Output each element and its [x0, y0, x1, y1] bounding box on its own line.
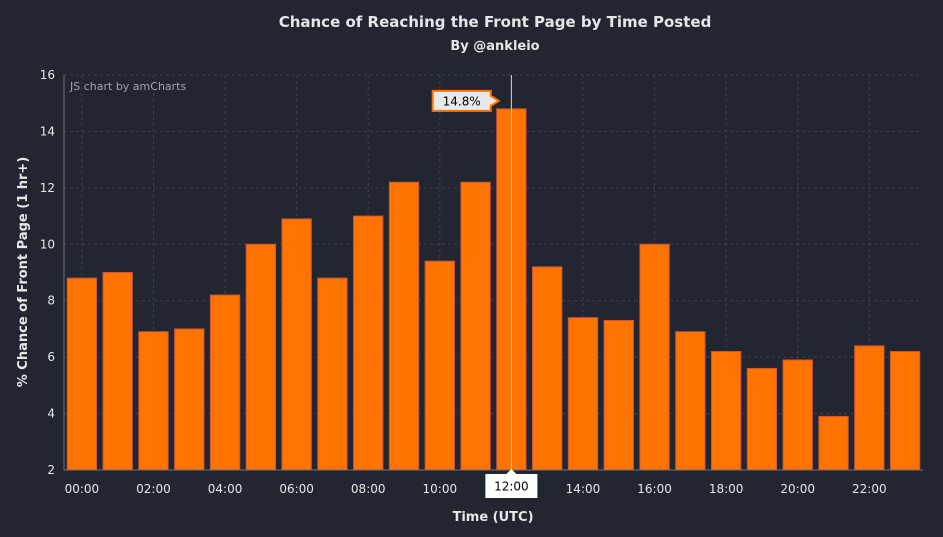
bars[interactable]	[67, 109, 920, 470]
x-tick-label: 16:00	[637, 482, 672, 496]
bar-1900[interactable]	[747, 368, 776, 470]
cursor-axis-label: 12:00	[494, 480, 529, 494]
bar-1300[interactable]	[533, 267, 562, 470]
y-tick-label: 16	[40, 68, 55, 82]
y-tick-label: 4	[47, 407, 55, 421]
x-tick-label: 10:00	[423, 482, 458, 496]
bar-0500[interactable]	[246, 244, 275, 470]
x-tick-label: 06:00	[279, 482, 314, 496]
x-axis-title: Time (UTC)	[452, 510, 533, 525]
amcharts-credit-link[interactable]: JS chart by amCharts	[69, 80, 186, 93]
bar-1400[interactable]	[568, 318, 597, 470]
y-axis-title: % Chance of Front Page (1 hr+)	[16, 157, 31, 388]
x-tick-label: 18:00	[709, 482, 744, 496]
y-tick-label: 14	[40, 124, 55, 138]
bar-2300[interactable]	[890, 352, 919, 471]
x-tick-label: 20:00	[780, 482, 815, 496]
bar-2200[interactable]	[855, 346, 884, 470]
bar-0400[interactable]	[210, 295, 239, 470]
bar-2100[interactable]	[819, 416, 848, 470]
bar-1100[interactable]	[461, 182, 490, 470]
y-tick-label: 2	[47, 463, 55, 477]
x-tick-label: 04:00	[208, 482, 243, 496]
bar-1500[interactable]	[604, 320, 633, 470]
bar-0900[interactable]	[389, 182, 418, 470]
bar-1600[interactable]	[640, 244, 669, 470]
tooltip-label: 14.8%	[443, 94, 481, 108]
y-tick-label: 8	[47, 294, 55, 308]
x-tick-label: 22:00	[852, 482, 887, 496]
bar-1800[interactable]	[711, 352, 740, 471]
bar-0100[interactable]	[103, 273, 132, 471]
y-tick-label: 6	[47, 350, 55, 364]
chart-title: Chance of Reaching the Front Page by Tim…	[279, 13, 712, 31]
bar-0000[interactable]	[67, 278, 96, 470]
bar-0800[interactable]	[354, 216, 383, 470]
y-tick-label: 12	[40, 181, 55, 195]
bar-0300[interactable]	[175, 329, 204, 470]
chart-subtitle: By @ankleio	[450, 39, 539, 54]
x-tick-label: 08:00	[351, 482, 386, 496]
bar-0200[interactable]	[139, 332, 168, 470]
bar-0600[interactable]	[282, 219, 311, 470]
x-tick-label: 00:00	[65, 482, 100, 496]
bar-1000[interactable]	[425, 261, 454, 470]
x-axis-ticks: 00:00 02:00 04:00 06:00 08:00 10:00 14:00 16:00…	[65, 482, 887, 496]
bar-2000[interactable]	[783, 360, 812, 470]
y-axis-ticks: 2 4 6 8 10 12 14 16	[40, 68, 55, 477]
y-tick-label: 10	[40, 237, 55, 251]
bar-1700[interactable]	[676, 332, 705, 470]
bar-0700[interactable]	[318, 278, 347, 470]
x-tick-label: 02:00	[136, 482, 171, 496]
x-tick-label: 14:00	[566, 482, 601, 496]
